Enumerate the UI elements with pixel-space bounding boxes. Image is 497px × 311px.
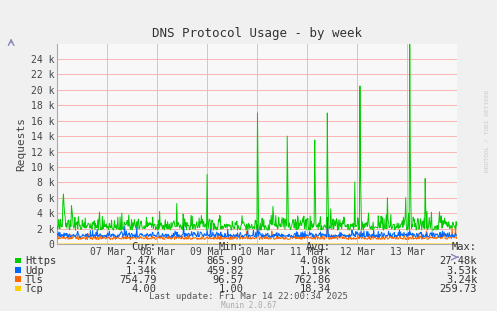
Text: 865.90: 865.90 xyxy=(206,256,244,266)
Text: Https: Https xyxy=(25,256,56,266)
Text: 259.73: 259.73 xyxy=(440,284,477,294)
Text: Munin 2.0.67: Munin 2.0.67 xyxy=(221,301,276,310)
Text: 2.47k: 2.47k xyxy=(125,256,157,266)
Text: 96.57: 96.57 xyxy=(212,275,244,285)
Text: 3.53k: 3.53k xyxy=(446,266,477,276)
Text: Avg:: Avg: xyxy=(306,242,331,252)
Text: Tls: Tls xyxy=(25,275,44,285)
Text: Tcp: Tcp xyxy=(25,284,44,294)
Text: Cur:: Cur: xyxy=(132,242,157,252)
Text: 18.34: 18.34 xyxy=(299,284,331,294)
Text: Min:: Min: xyxy=(219,242,244,252)
Text: 1.00: 1.00 xyxy=(219,284,244,294)
Text: Last update: Fri Mar 14 22:00:34 2025: Last update: Fri Mar 14 22:00:34 2025 xyxy=(149,292,348,301)
Text: Udp: Udp xyxy=(25,266,44,276)
Text: Max:: Max: xyxy=(452,242,477,252)
Text: 3.24k: 3.24k xyxy=(446,275,477,285)
Text: 4.00: 4.00 xyxy=(132,284,157,294)
Text: RRDTOOL / TOBI OETIKER: RRDTOOL / TOBI OETIKER xyxy=(485,89,490,172)
Text: 1.19k: 1.19k xyxy=(299,266,331,276)
Title: DNS Protocol Usage - by week: DNS Protocol Usage - by week xyxy=(152,27,362,39)
Text: 4.08k: 4.08k xyxy=(299,256,331,266)
Text: 459.82: 459.82 xyxy=(206,266,244,276)
Text: 27.48k: 27.48k xyxy=(440,256,477,266)
Text: 762.86: 762.86 xyxy=(293,275,331,285)
Text: 754.79: 754.79 xyxy=(119,275,157,285)
Text: 1.34k: 1.34k xyxy=(125,266,157,276)
Y-axis label: Requests: Requests xyxy=(17,117,27,171)
